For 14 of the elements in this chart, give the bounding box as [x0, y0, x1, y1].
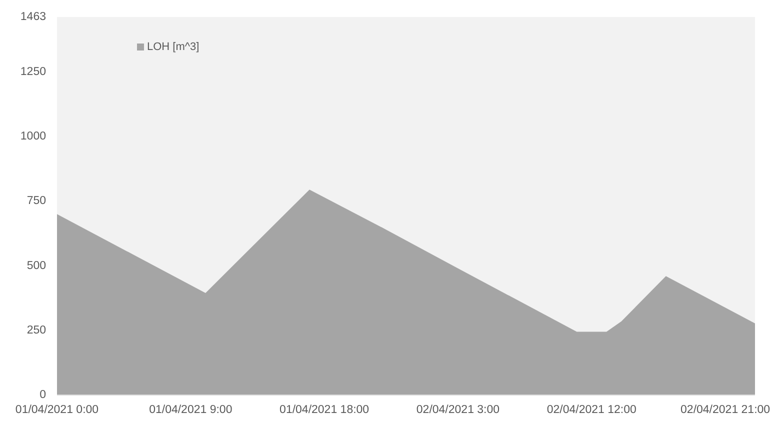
y-tick-label: 750	[26, 195, 46, 208]
x-tick-label: 01/04/2021 0:00	[15, 404, 99, 416]
y-tick-label: 0	[40, 389, 46, 401]
x-tick-label: 02/04/2021 3:00	[416, 404, 500, 416]
legend-label: LOH [m^3]	[147, 41, 200, 53]
x-tick-label: 01/04/2021 18:00	[280, 404, 370, 416]
y-tick-label: 1250	[20, 66, 46, 78]
y-tick-label: 250	[26, 324, 46, 336]
y-tick-label: 1000	[20, 130, 46, 143]
y-tick-label: 500	[26, 260, 46, 272]
x-tick-label: 02/04/2021 12:00	[546, 404, 636, 416]
x-tick-label: 01/04/2021 9:00	[149, 404, 232, 416]
y-tick-label: 1463	[20, 11, 46, 23]
x-tick-label: 02/04/2021 21:00	[680, 404, 770, 416]
